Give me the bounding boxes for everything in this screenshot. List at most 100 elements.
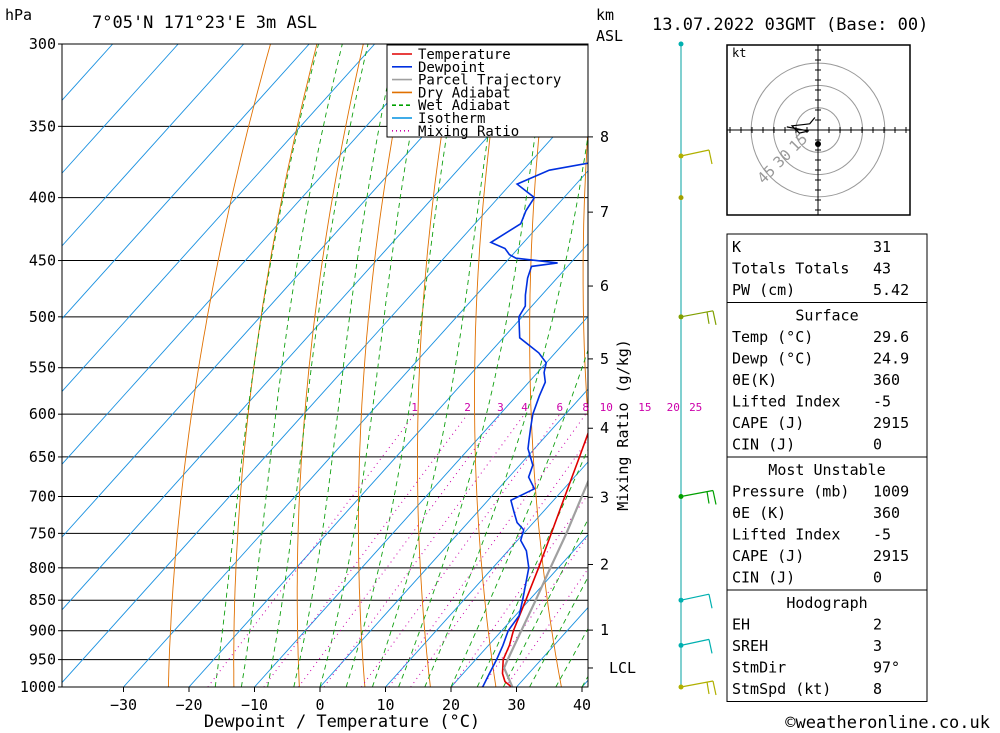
wet-adiabat-line — [267, 44, 369, 687]
isotherm-line — [319, 388, 588, 687]
mixing-ratio-label: 25 — [689, 401, 702, 414]
most-unstable-table-row-label: CIN (J) — [732, 569, 795, 587]
surface-table-row-label: Lifted Index — [732, 393, 840, 411]
hodograph-table-row-value: 3 — [873, 637, 882, 655]
mixing-ratio-label: 6 — [556, 401, 563, 414]
isotherm-line — [62, 44, 179, 174]
pressure-tick-label: 450 — [29, 252, 56, 270]
surface-table-row-value: -5 — [873, 393, 891, 411]
mixing-ratio-line — [298, 413, 501, 687]
legend-label: Wet Adiabat — [418, 98, 511, 114]
dry-adiabat-line — [357, 44, 411, 687]
wet-adiabat-line — [398, 44, 549, 687]
mixing-ratio-label: 2 — [464, 401, 471, 414]
mixing-ratio-label: 1 — [411, 401, 418, 414]
parcel-trajectory-line — [502, 478, 588, 687]
height-axis: 1 2 3 4 5 6 7 8 LCL — [588, 128, 636, 677]
pressure-tick-label: 300 — [29, 35, 56, 53]
mixing-ratio-label: 8 — [582, 401, 589, 414]
pressure-tick-label: 400 — [29, 189, 56, 207]
hodograph-table-row-value: 2 — [873, 616, 882, 634]
pressure-tick-label: 900 — [29, 622, 56, 640]
dewpoint-line — [481, 94, 588, 687]
surface-table-row-value: 24.9 — [873, 350, 909, 368]
hodograph-table-title: Hodograph — [786, 594, 867, 612]
mixing-ratio-line — [388, 413, 587, 687]
dry-adiabat-line — [582, 124, 588, 424]
unit-asl-label: ASL — [596, 27, 623, 45]
legend-label: Mixing Ratio — [418, 124, 519, 140]
isotherm-line — [62, 44, 245, 247]
most-unstable-table-box — [726, 456, 928, 591]
indices-table-row-label: PW (cm) — [732, 281, 795, 299]
temperature-tick-label: −10 — [241, 696, 268, 714]
height-tick-label: 8 — [600, 128, 609, 146]
indices-table-row-value: 5.42 — [873, 281, 909, 299]
most-unstable-table-row-value: 0 — [873, 569, 882, 587]
wet-adiabat-line — [503, 518, 588, 687]
most-unstable-table-row-label: θE (K) — [732, 504, 786, 522]
temperature-axis: −30 −20 −10 0 10 20 30 40 — [110, 687, 591, 714]
temperature-tick-label: −20 — [175, 696, 202, 714]
mixing-ratio-label: 3 — [497, 401, 504, 414]
mixing-ratio-line — [505, 568, 588, 687]
legend-label: Isotherm — [418, 111, 485, 127]
unit-hpa-label: hPa — [5, 6, 32, 24]
legend-label: Dewpoint — [418, 60, 485, 76]
wet-adiabat-line — [424, 132, 588, 687]
wind-barb-flag — [708, 149, 713, 165]
most-unstable-table-row-label: Pressure (mb) — [732, 483, 849, 501]
wind-barb-flag — [708, 639, 713, 654]
location-title: 7°05'N 171°23'E 3m ASL — [92, 13, 317, 33]
wind-barb-flag — [712, 490, 717, 505]
grid-group — [62, 44, 1000, 687]
most-unstable-table-row-value: 2915 — [873, 547, 909, 565]
mixing-ratio-label: 4 — [521, 401, 528, 414]
pressure-tick-label: 700 — [29, 488, 56, 506]
storm-motion-dot — [815, 141, 821, 147]
pressure-tick-label: 350 — [29, 117, 56, 135]
hodograph-unit: kt — [732, 46, 746, 60]
temperature-line — [501, 431, 588, 687]
height-tick-label: 4 — [600, 419, 609, 437]
isotherm-line — [254, 315, 588, 687]
isotherm-line — [62, 44, 376, 393]
unit-km-label: km — [596, 6, 614, 24]
surface-table-title: Surface — [795, 307, 858, 325]
wind-barb-flag — [712, 680, 717, 696]
legend-label: Temperature — [418, 47, 511, 63]
isotherm-line — [450, 534, 588, 687]
isotherm-line — [62, 44, 507, 538]
most-unstable-table-row-label: CAPE (J) — [732, 547, 804, 565]
pressure-tick-label: 800 — [29, 559, 56, 577]
surface-table-row-value: 29.6 — [873, 328, 909, 346]
dry-adiabat-line — [635, 44, 693, 687]
stability-tables: K 31 Totals Totals 43 PW (cm) 5.42 Surface Temp… — [726, 233, 928, 702]
hodograph-table-row-label: SREH — [732, 637, 768, 655]
isotherm-line — [123, 170, 588, 687]
pressure-tick-label: 1000 — [20, 678, 56, 696]
wind-barb-shaft — [680, 638, 710, 646]
isotherm-line — [385, 461, 588, 687]
hodograph-trace — [786, 117, 816, 134]
height-tick-label: 1 — [600, 621, 609, 639]
dry-adiabat-line — [417, 44, 457, 687]
surface-table-row-label: Temp (°C) — [732, 328, 813, 346]
mixing-ratio-label: 20 — [667, 401, 680, 414]
hodograph-table-box — [726, 589, 928, 702]
surface-table-row-label: CAPE (J) — [732, 414, 804, 432]
height-tick-label: 5 — [600, 350, 609, 368]
pressure-tick-label: 600 — [29, 405, 56, 423]
surface-table-box — [726, 302, 928, 458]
pressure-tick-label: 500 — [29, 308, 56, 326]
dry-adiabat-line — [921, 44, 1000, 687]
wind-barb-flag — [706, 311, 710, 324]
mixing-ratio-line — [481, 534, 588, 687]
pressure-tick-label: 650 — [29, 448, 56, 466]
wet-adiabat-line — [319, 44, 428, 687]
pressure-tick-label: 550 — [29, 359, 56, 377]
wind-barb-dot — [678, 195, 684, 201]
